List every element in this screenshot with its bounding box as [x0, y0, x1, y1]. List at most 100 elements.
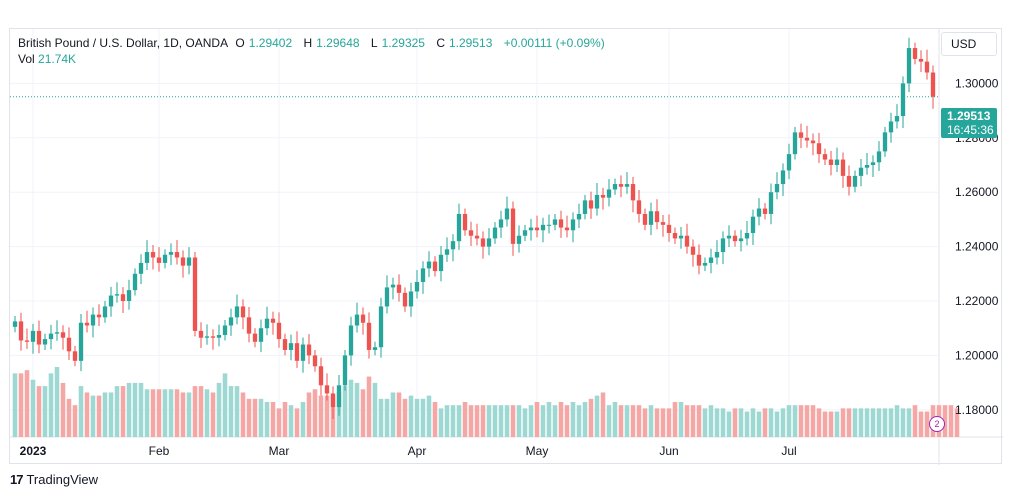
time-tick-label: 2023 [20, 444, 47, 458]
volume-bar [12, 373, 18, 437]
candle-body [918, 58, 924, 62]
volume-bar [468, 405, 474, 437]
volume-bar [594, 395, 600, 437]
volume-bar [786, 405, 792, 437]
volume-bar [264, 402, 270, 437]
volume-bar [84, 392, 90, 437]
volume-bar [258, 398, 264, 437]
candle-body [66, 337, 72, 352]
volume-bar [390, 392, 396, 437]
candle-body [450, 241, 456, 250]
volume-bar [888, 408, 894, 437]
volume-bar [900, 408, 906, 437]
candle-body [24, 340, 30, 342]
volume-bar [498, 405, 504, 437]
high-value: 1.29648 [316, 36, 360, 50]
volume-bar [156, 389, 162, 437]
candle-body [186, 257, 192, 266]
candle-body [618, 184, 624, 187]
volume-bar [96, 395, 102, 437]
volume-bar [288, 405, 294, 437]
candle-body [294, 343, 300, 361]
volume-bar [492, 405, 498, 437]
volume-bar [708, 405, 714, 437]
candle-body [846, 175, 852, 187]
candle-body [12, 321, 18, 327]
volume-bar [504, 405, 510, 437]
volume-bar [132, 382, 138, 437]
candle-body [456, 213, 462, 242]
candle-body [906, 48, 912, 84]
volume-pane-badge[interactable]: 2 [929, 416, 945, 432]
volume-bar [534, 402, 540, 437]
volume-bar [540, 405, 546, 437]
volume-bar [828, 411, 834, 437]
volume-bar [426, 395, 432, 437]
volume-bar [78, 386, 84, 437]
volume-bar [642, 408, 648, 437]
volume-bar [54, 367, 60, 437]
candle-body [354, 314, 360, 326]
volume-bar [312, 389, 318, 437]
candlestick-chart[interactable]: 1.300001.280001.260001.240001.220001.200… [10, 29, 1003, 465]
candle-body [612, 184, 618, 190]
volume-bar [228, 386, 234, 437]
volume-bar [234, 386, 240, 437]
volume-bar [804, 405, 810, 437]
volume-bar [762, 408, 768, 437]
currency-button[interactable]: USD [941, 32, 997, 56]
candle-body [498, 219, 504, 228]
volume-bar [882, 408, 888, 437]
volume-bar [438, 408, 444, 437]
chart-frame[interactable]: 1.300001.280001.260001.240001.220001.200… [9, 28, 1003, 465]
candle-body [726, 235, 732, 239]
volume-bar [444, 405, 450, 437]
candle-body [876, 151, 882, 163]
volume-bar [564, 405, 570, 437]
candle-body [210, 336, 216, 338]
volume-bar [702, 408, 708, 437]
volume-bar [36, 386, 42, 437]
candle-body [270, 318, 276, 323]
symbol-title[interactable]: British Pound / U.S. Dollar, 1D, OANDA [18, 36, 229, 50]
candle-body [324, 385, 330, 394]
candle-body [690, 246, 696, 255]
candle-body [882, 132, 888, 152]
candle-body [594, 194, 600, 209]
volume-bar [942, 405, 948, 437]
candle-body [816, 143, 822, 155]
volume-bar [606, 405, 612, 437]
volume-bar [102, 392, 108, 437]
volume-bar [342, 386, 348, 437]
volume-bar [486, 405, 492, 437]
volume-value: 21.74K [38, 52, 77, 66]
ohlc-legend: British Pound / U.S. Dollar, 1D, OANDA O… [18, 36, 609, 50]
candle-body [426, 261, 432, 269]
candle-body [564, 227, 570, 231]
candle-body [240, 306, 246, 318]
price-tick-label: 1.24000 [955, 240, 999, 254]
volume-bar [636, 405, 642, 437]
volume-bar [30, 379, 36, 437]
candle-body [144, 252, 150, 263]
volume-bar [462, 402, 468, 437]
volume-bar [948, 405, 954, 437]
candle-body [246, 317, 252, 334]
volume-bar [456, 405, 462, 437]
candle-body [480, 238, 486, 247]
candle-body [702, 262, 708, 266]
volume-bar [60, 382, 66, 437]
candle-body [900, 83, 906, 117]
volume-bar [618, 405, 624, 437]
volume-bar [186, 392, 192, 437]
volume-bar [114, 386, 120, 437]
candle-body [408, 291, 414, 307]
volume-bar [150, 389, 156, 437]
volume-bar [348, 379, 354, 437]
volume-bar [696, 405, 702, 437]
candle-body [738, 238, 744, 242]
volume-bar [612, 402, 618, 437]
footer-brand[interactable]: 17 TradingView [10, 472, 98, 487]
candle-body [156, 257, 162, 263]
candle-body [600, 194, 606, 198]
